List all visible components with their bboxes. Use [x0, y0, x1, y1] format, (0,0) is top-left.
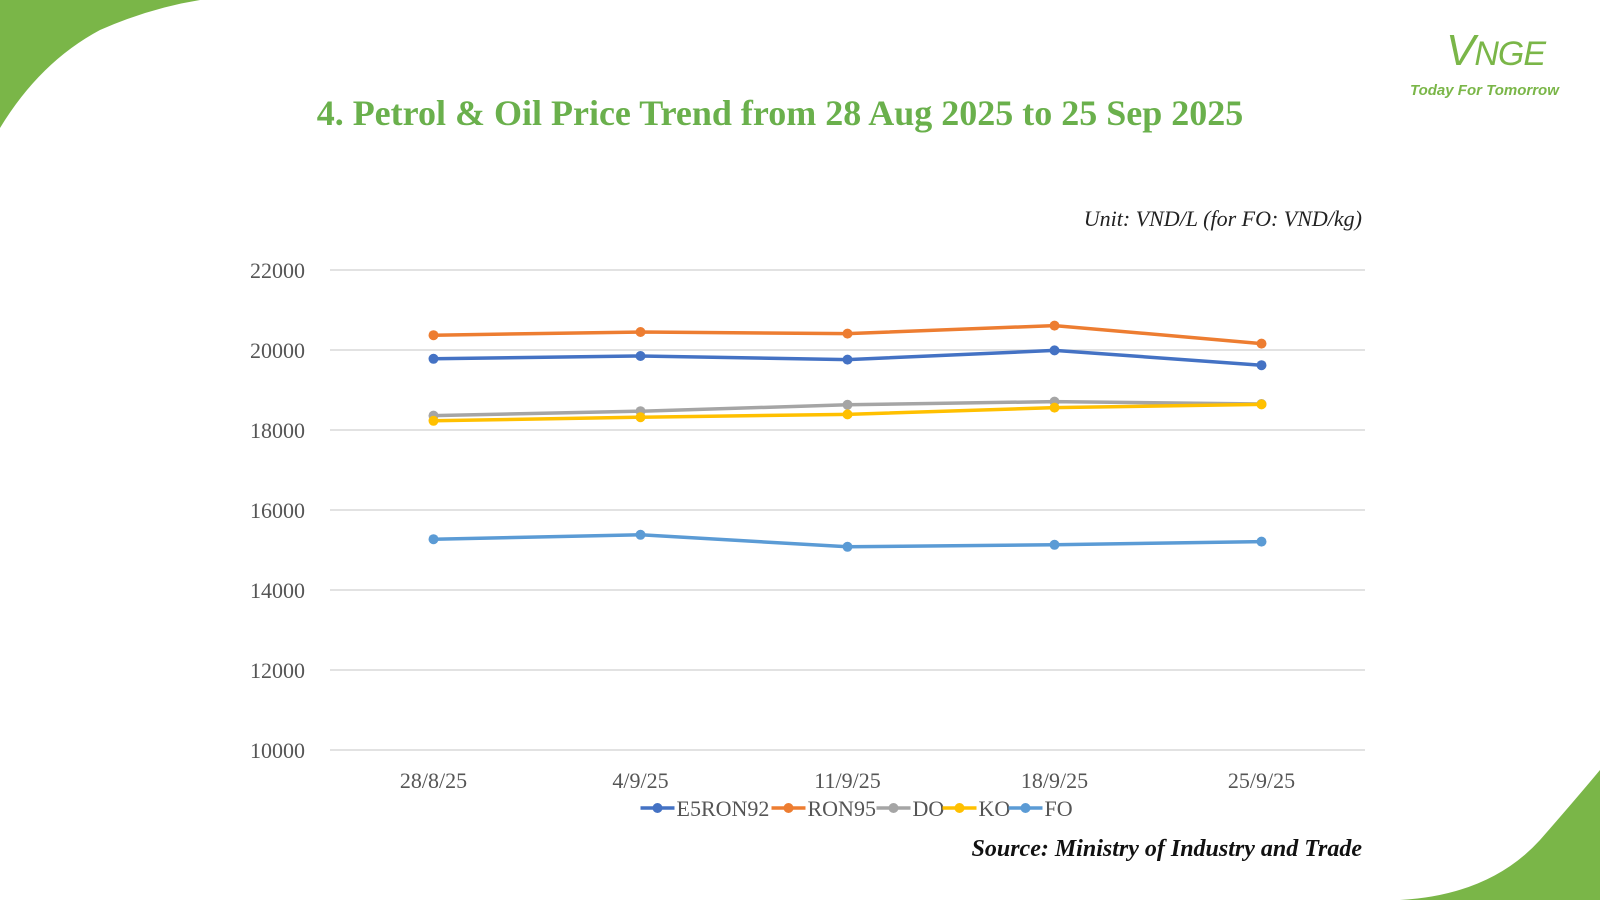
data-point-fo: [1049, 539, 1060, 550]
data-point-fo: [1256, 536, 1267, 547]
data-point-ko: [635, 412, 646, 423]
data-point-e5ron92: [1256, 360, 1267, 371]
data-point-e5ron92: [1049, 345, 1060, 356]
y-tick-label: 14000: [250, 578, 305, 603]
unit-note: Unit: VND/L (for FO: VND/kg): [1083, 206, 1362, 231]
data-point-ron95: [842, 328, 853, 339]
legend-marker-ron95: [783, 803, 794, 813]
data-point-ko: [842, 409, 853, 420]
legend-label-do: DO: [913, 796, 945, 821]
legend-label-e5ron92: E5RON92: [677, 796, 770, 821]
data-point-ron95: [428, 330, 439, 341]
data-point-ko: [1049, 402, 1060, 413]
legend-marker-ko: [954, 803, 965, 813]
source-note: Source: Ministry of Industry and Trade: [971, 836, 1363, 862]
x-tick-label: 4/9/25: [612, 768, 668, 793]
company-logo: VNGE Today For Tomorrow: [1400, 20, 1580, 110]
data-point-fo: [428, 534, 439, 545]
y-tick-label: 16000: [250, 498, 305, 523]
legend-marker-e5ron92: [652, 803, 663, 813]
data-point-e5ron92: [428, 353, 439, 364]
page-title: 4. Petrol & Oil Price Trend from 28 Aug …: [316, 93, 1244, 133]
y-tick-label: 22000: [250, 258, 305, 283]
logo-tagline: Today For Tomorrow: [1410, 82, 1559, 99]
x-tick-label: 25/9/25: [1228, 768, 1295, 793]
legend-marker-fo: [1020, 803, 1031, 813]
legend-label-fo: FO: [1045, 796, 1073, 821]
x-tick-label: 18/9/25: [1021, 768, 1088, 793]
y-tick-label: 18000: [250, 418, 305, 443]
y-tick-label: 12000: [250, 658, 305, 683]
data-point-fo: [842, 541, 853, 552]
legend-label-ko: KO: [979, 796, 1011, 821]
data-point-ko: [428, 415, 439, 426]
legend-label-ron95: RON95: [808, 796, 876, 821]
y-tick-label: 20000: [250, 338, 305, 363]
data-point-e5ron92: [842, 354, 853, 365]
corner-decoration-top-left: [0, 0, 200, 128]
data-point-do: [842, 399, 853, 410]
data-point-ron95: [1256, 338, 1267, 349]
data-point-ko: [1256, 399, 1267, 410]
x-tick-label: 11/9/25: [814, 768, 880, 793]
y-tick-label: 10000: [250, 738, 305, 763]
data-point-ron95: [635, 327, 646, 337]
data-point-ron95: [1049, 320, 1060, 331]
x-tick-label: 28/8/25: [400, 768, 467, 793]
data-point-fo: [635, 529, 646, 540]
corner-decoration-bottom-right: [1400, 770, 1600, 900]
legend-marker-do: [888, 803, 899, 813]
data-point-e5ron92: [635, 351, 646, 361]
logo-mark: VNGE: [1446, 26, 1546, 75]
